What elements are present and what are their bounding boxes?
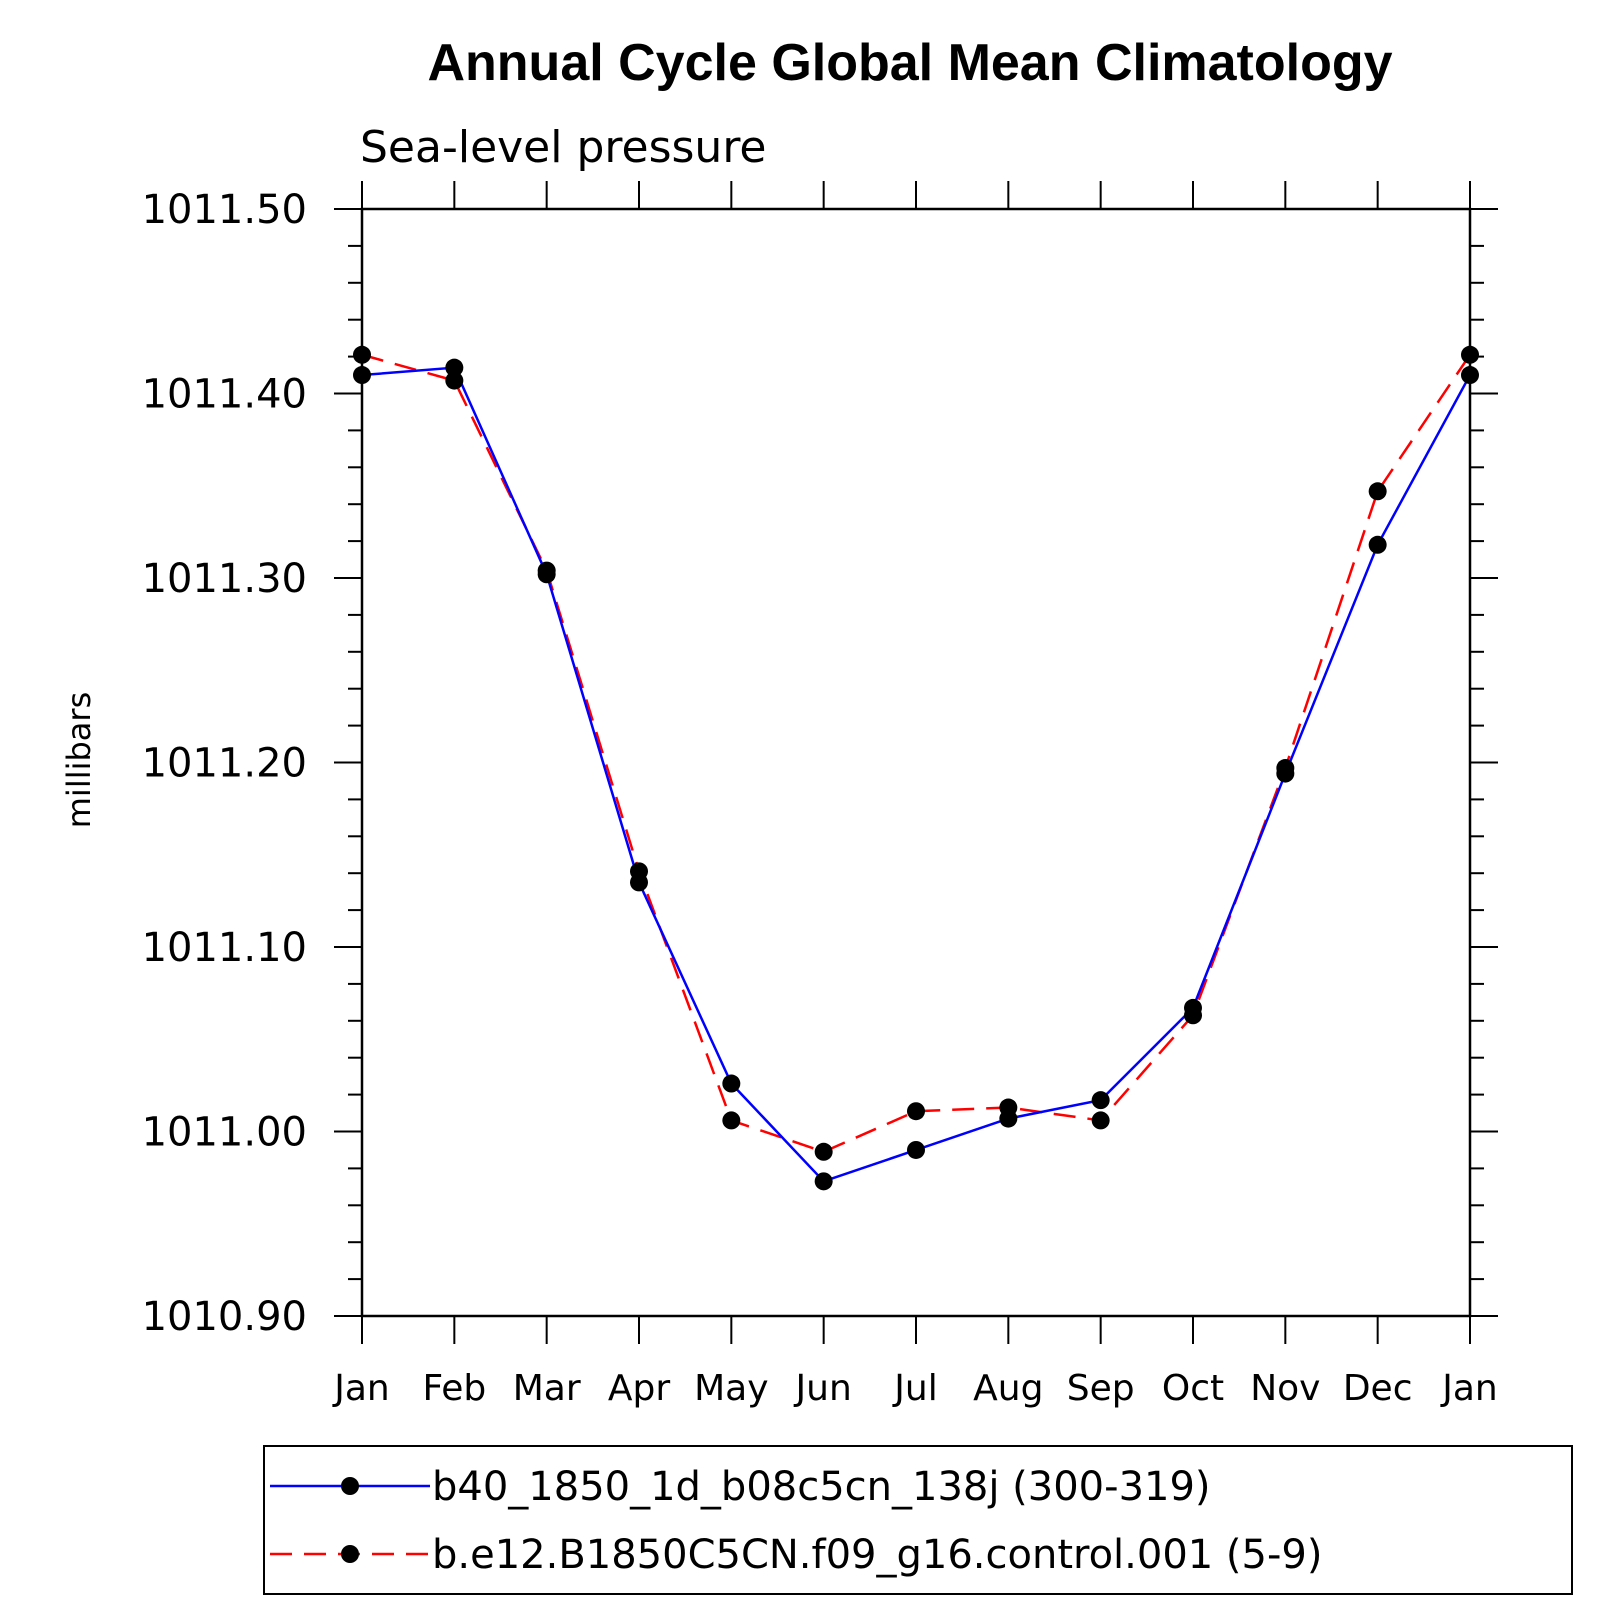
series-2-point	[999, 1098, 1018, 1117]
series-2-point	[1184, 1006, 1202, 1025]
series-2-point	[1276, 759, 1295, 778]
x-tick-label: Sep	[1067, 1368, 1135, 1409]
x-tick-label: Nov	[1250, 1368, 1320, 1409]
y-tick-label: 1011.40	[142, 372, 307, 418]
y-tick-label: 1011.20	[142, 741, 307, 787]
x-tick-label: Jun	[794, 1368, 852, 1409]
x-tick-label: Jan	[1440, 1368, 1498, 1409]
x-tick-label: May	[694, 1368, 768, 1409]
series-2-point	[537, 561, 556, 580]
series-1-point	[1091, 1091, 1110, 1110]
x-tick-label: Jul	[892, 1368, 937, 1409]
axes-layer: 1010.90 1011.00 1011.10 1011.20 1011.30 1011.…	[142, 181, 1498, 1409]
x-tick-label: Oct	[1162, 1368, 1224, 1409]
series-2-point	[722, 1111, 741, 1130]
series-1-point	[445, 358, 464, 377]
series-1-point	[353, 366, 371, 385]
y-tick-label: 1011.10	[142, 925, 307, 971]
y-tick-label: 1011.50	[142, 187, 307, 233]
y-axis-label: millibars	[60, 692, 98, 828]
x-tick-label: Apr	[608, 1368, 670, 1409]
x-tick-label: Jan	[332, 1368, 390, 1409]
series-1-point	[907, 1140, 925, 1159]
series-line-1	[361, 366, 1472, 1183]
series-2-point	[630, 862, 648, 881]
series-2-point	[445, 371, 464, 390]
legend-label-2: b.e12.B1850C5CN.f09_g16.control.001 (5-9…	[432, 1532, 1322, 1578]
series-line-2	[361, 353, 1472, 1154]
series-2-point	[814, 1142, 833, 1161]
series-1-point	[1368, 535, 1387, 554]
y-tick-label: 1011.30	[142, 556, 307, 602]
legend: b40_1850_1d_b08c5cn_138j (300-319) b.e12.…	[270, 1464, 1322, 1578]
series-2-point	[1461, 345, 1479, 364]
x-tick-label: Aug	[973, 1368, 1043, 1409]
legend-box	[263, 1445, 1573, 1595]
series-1-point	[722, 1074, 741, 1093]
series-2-point	[353, 345, 371, 364]
series-2-point	[907, 1102, 925, 1121]
x-tick-label: Feb	[422, 1368, 486, 1409]
legend-marker-1	[341, 1477, 359, 1495]
series-2-point	[1091, 1111, 1110, 1130]
series-1-point	[814, 1172, 833, 1191]
chart-subtitle: Sea-level pressure	[360, 122, 767, 173]
series-layer	[353, 345, 1479, 1191]
series-2-point	[1368, 482, 1387, 501]
series-1-point	[1461, 366, 1479, 385]
x-tick-label: Mar	[513, 1368, 581, 1409]
y-tick-label: 1011.00	[142, 1110, 307, 1156]
y-tick-label: 1010.90	[142, 1294, 307, 1340]
chart-title: Annual Cycle Global Mean Climatology	[427, 34, 1392, 92]
legend-label-1: b40_1850_1d_b08c5cn_138j (300-319)	[432, 1464, 1211, 1510]
x-tick-label: Dec	[1343, 1368, 1413, 1409]
legend-marker-2	[341, 1545, 359, 1563]
